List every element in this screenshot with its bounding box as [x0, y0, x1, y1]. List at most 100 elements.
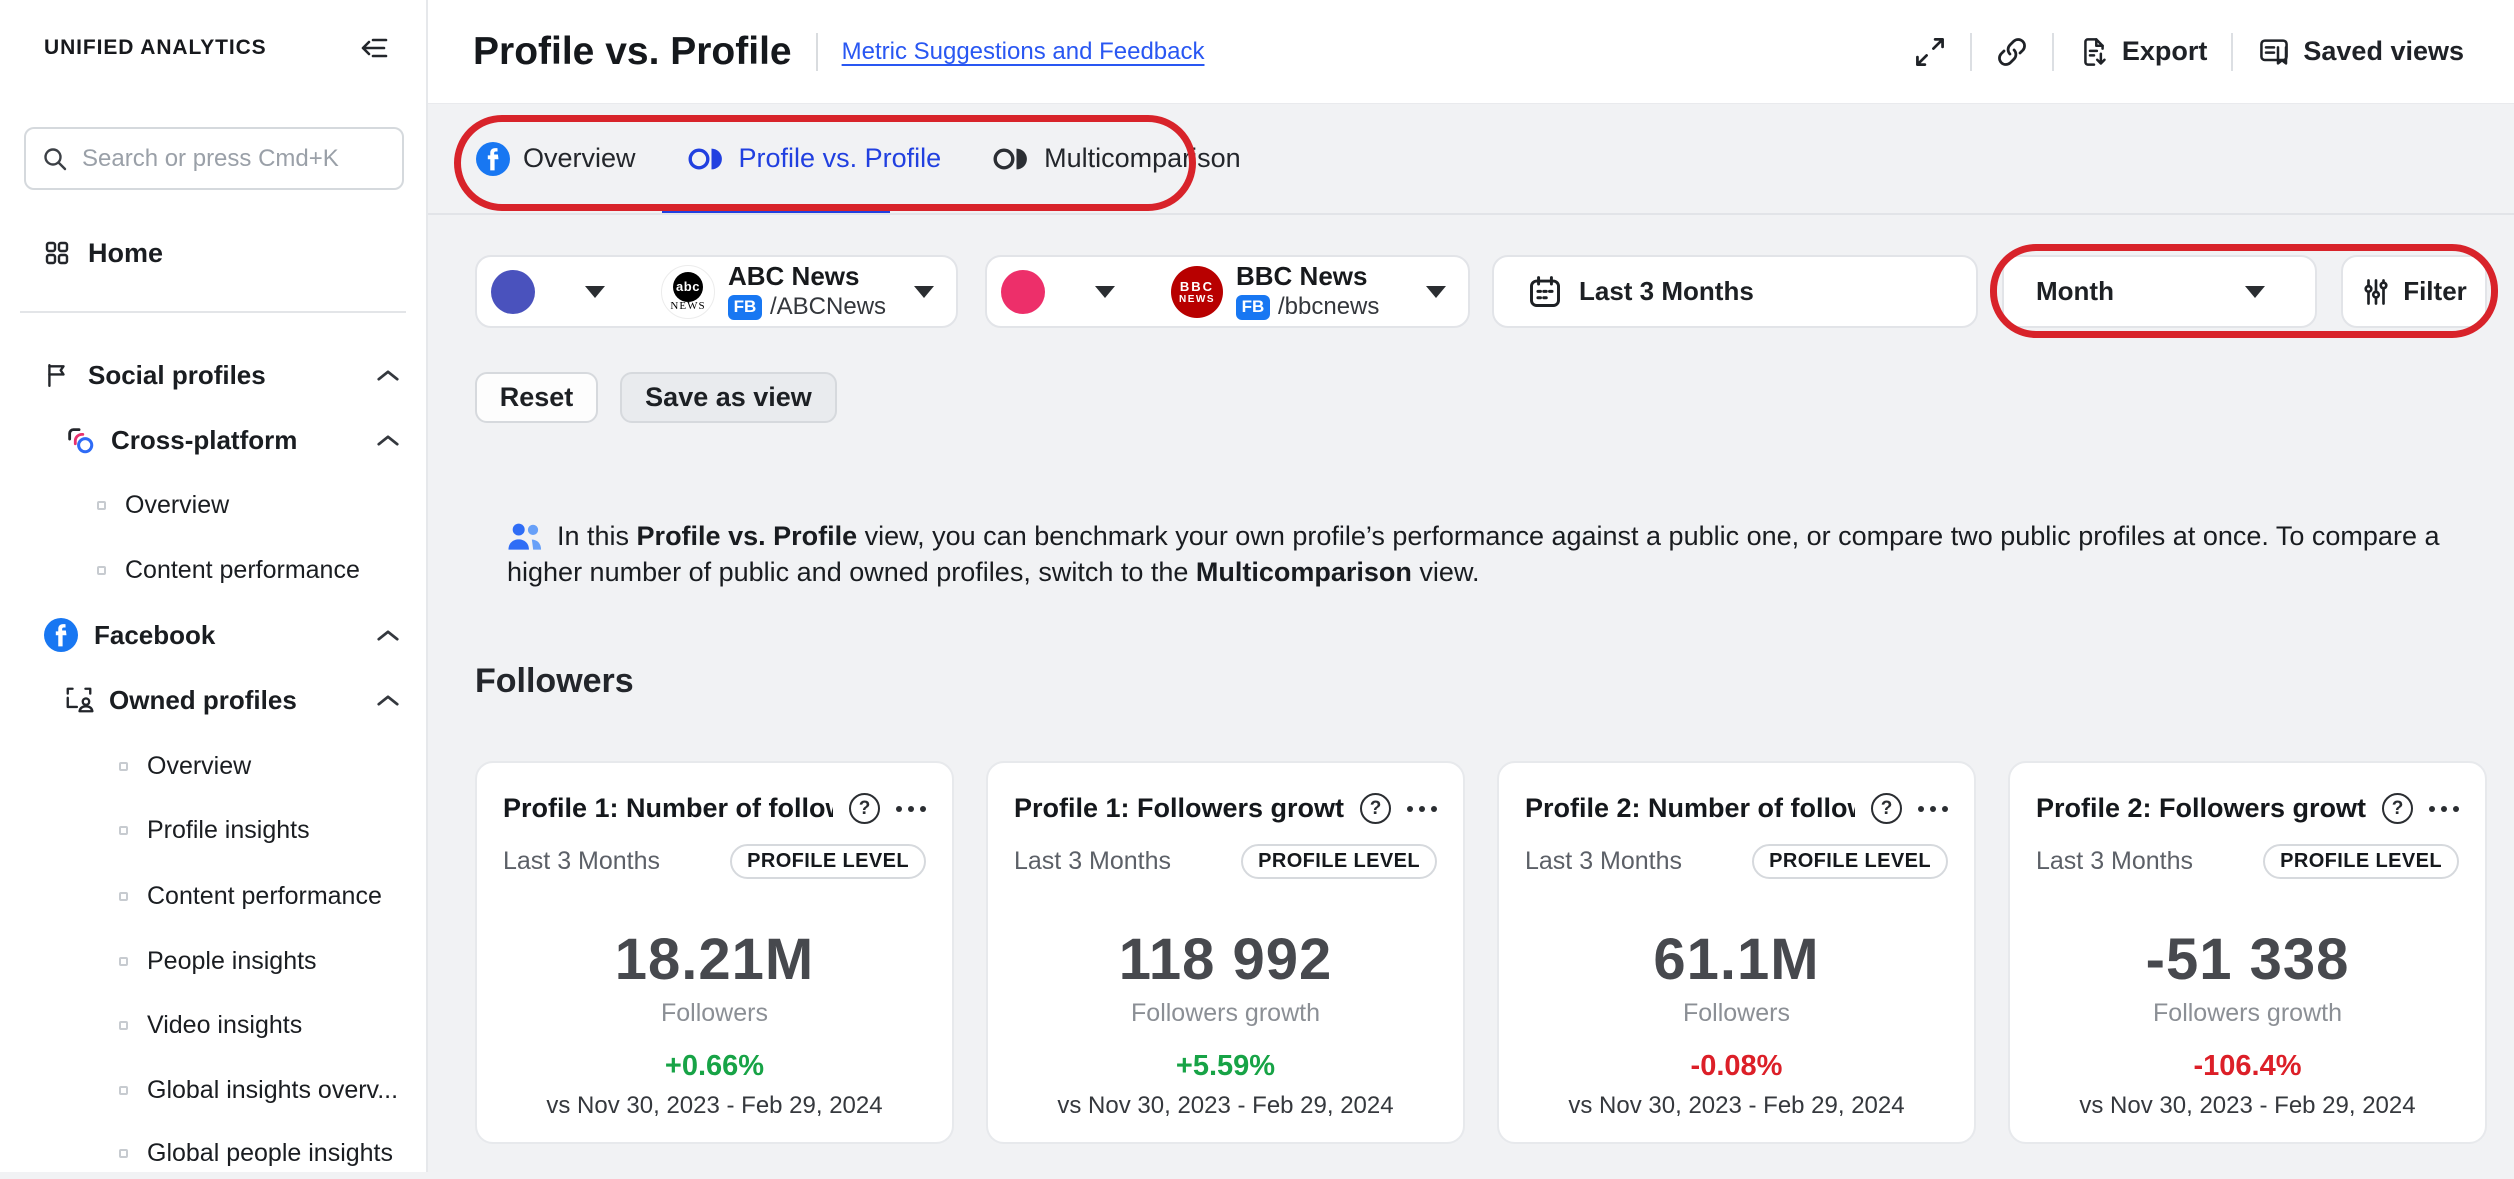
help-icon[interactable]: ? — [2382, 793, 2413, 824]
month-filter-group: Month Filter — [1990, 244, 2498, 338]
card-change: -0.08% — [1690, 1050, 1783, 1082]
sidebar-item-cross-platform-overview[interactable]: Overview — [0, 479, 426, 531]
profile1-selector[interactable]: abc NEWS ABC News FB /ABCNews — [475, 255, 958, 328]
facebook-icon — [44, 618, 78, 652]
sidebar-divider — [20, 311, 406, 313]
abc-news-logo: abc NEWS — [661, 264, 715, 319]
sidebar-item-facebook[interactable]: Facebook — [0, 609, 426, 661]
search-icon — [42, 146, 68, 172]
sidebar-item-social-profiles[interactable]: Social profiles — [0, 349, 426, 401]
sidebar-item-content-performance[interactable]: Content performance — [0, 870, 426, 922]
filter-label: Filter — [2403, 276, 2467, 306]
toolbar-divider — [2231, 32, 2234, 71]
sidebar-item-owned-profiles[interactable]: Owned profiles — [0, 674, 426, 726]
caret-down-icon[interactable] — [1095, 285, 1115, 298]
card-comparison-period: vs Nov 30, 2023 - Feb 29, 2024 — [546, 1092, 883, 1119]
saved-views-button[interactable]: Saved views — [2257, 36, 2464, 68]
sidebar-item-label: Video insights — [147, 1010, 303, 1039]
tabs-bar: Overview Profile vs. Profile Multicompar… — [428, 104, 2514, 215]
caret-down-icon[interactable] — [1426, 285, 1446, 298]
bullet-icon — [119, 1020, 128, 1030]
actions-row: Reset Save as view — [475, 372, 2487, 423]
logo-text: NEWS — [1179, 293, 1215, 305]
granularity-label: Month — [2036, 276, 2114, 306]
chevron-up-icon[interactable] — [376, 369, 400, 382]
sidebar-item-people-insights[interactable]: People insights — [0, 935, 426, 987]
metric-suggestions-link[interactable]: Metric Suggestions and Feedback — [841, 37, 1205, 65]
profile1-color-swatch[interactable] — [491, 269, 535, 314]
chevron-up-icon[interactable] — [376, 694, 400, 707]
search-box[interactable] — [24, 127, 404, 190]
chevron-up-icon[interactable] — [376, 629, 400, 642]
bullet-icon — [119, 1148, 128, 1158]
filter-button[interactable]: Filter — [2341, 255, 2487, 328]
caret-down-icon[interactable] — [585, 285, 605, 298]
help-icon[interactable]: ? — [1360, 793, 1391, 824]
multicomparison-icon — [993, 145, 1031, 173]
sidebar-item-label: Cross-platform — [111, 424, 298, 455]
profile2-color-swatch[interactable] — [1001, 269, 1045, 314]
more-options-icon[interactable] — [2429, 800, 2459, 818]
sidebar: UNIFIED ANALYTICS Home Social profiles C… — [0, 0, 428, 1172]
sidebar-item-home[interactable]: Home — [0, 227, 426, 279]
more-options-icon[interactable] — [896, 800, 926, 818]
sidebar-item-owned-overview[interactable]: Overview — [0, 740, 426, 792]
tab-multicomparison[interactable]: Multicomparison — [993, 143, 1241, 174]
date-range-selector[interactable]: Last 3 Months — [1492, 255, 1978, 328]
tab-overview[interactable]: Overview — [476, 141, 636, 176]
expand-icon[interactable] — [1914, 36, 1946, 68]
tab-profile-vs-profile[interactable]: Profile vs. Profile — [688, 143, 942, 174]
more-options-icon[interactable] — [1918, 800, 1948, 818]
tab-label: Profile vs. Profile — [738, 143, 942, 173]
bullet-icon — [119, 1085, 128, 1095]
sidebar-item-video-insights[interactable]: Video insights — [0, 999, 426, 1051]
sidebar-item-cross-platform-content-performance[interactable]: Content performance — [0, 544, 426, 596]
filter-row: abc NEWS ABC News FB /ABCNews BBC NE — [475, 244, 2498, 338]
help-icon[interactable]: ? — [1871, 793, 1902, 824]
section-title-followers: Followers — [475, 662, 634, 700]
bullet-icon — [119, 891, 128, 901]
copy-link-icon[interactable] — [1996, 36, 2028, 68]
sidebar-item-global-insights-overview[interactable]: Global insights overv... — [0, 1064, 426, 1116]
caret-down-icon[interactable] — [914, 285, 934, 298]
facebook-badge: FB — [728, 294, 762, 320]
sidebar-item-label: Home — [88, 237, 164, 268]
sidebar-item-cross-platform[interactable]: Cross-platform — [0, 414, 426, 466]
chevron-up-icon[interactable] — [376, 434, 400, 447]
save-as-view-button[interactable]: Save as view — [620, 372, 837, 423]
sidebar-item-profile-insights[interactable]: Profile insights — [0, 804, 426, 856]
export-button[interactable]: Export — [2078, 36, 2207, 68]
search-input[interactable] — [80, 143, 386, 174]
date-range-label: Last 3 Months — [1579, 276, 1754, 306]
profile2-selector[interactable]: BBC NEWS BBC News FB /bbcnews — [985, 255, 1470, 328]
kpi-card: Profile 2: Followers growth ? Last 3 Mon… — [2008, 761, 2487, 1144]
card-change: -106.4% — [2193, 1050, 2302, 1082]
help-icon[interactable]: ? — [849, 793, 880, 824]
tab-label: Multicomparison — [1044, 143, 1241, 173]
saved-views-label: Saved views — [2303, 36, 2464, 66]
sidebar-item-global-people-insights[interactable]: Global people insights — [0, 1127, 426, 1179]
granularity-selector[interactable]: Month — [2002, 255, 2317, 328]
reset-button[interactable]: Reset — [475, 372, 598, 423]
card-metric-label: Followers growth — [2153, 999, 2342, 1027]
note-bold: Multicomparison — [1195, 557, 1412, 587]
caret-down-icon[interactable] — [2245, 285, 2265, 298]
toolbar-divider — [2051, 32, 2054, 71]
note-text: view, you can benchmark your own profile… — [507, 521, 2440, 587]
profile-level-badge: PROFILE LEVEL — [2263, 844, 2459, 879]
sidebar-item-label: Facebook — [94, 619, 216, 650]
sidebar-item-label: Overview — [125, 490, 230, 519]
more-options-icon[interactable] — [1407, 800, 1437, 818]
card-metric-label: Followers growth — [1131, 999, 1320, 1027]
facebook-icon — [476, 141, 510, 176]
sidebar-item-label: Global people insights — [147, 1138, 393, 1167]
collapse-sidebar-icon[interactable] — [358, 34, 390, 62]
profile-level-badge: PROFILE LEVEL — [1752, 844, 1948, 879]
card-comparison-period: vs Nov 30, 2023 - Feb 29, 2024 — [2079, 1092, 2416, 1119]
sliders-icon — [2361, 277, 2391, 307]
bullet-icon — [119, 956, 128, 966]
kpi-card: Profile 2: Number of follow... ? Last 3 … — [1497, 761, 1976, 1144]
sidebar-item-label: Owned profiles — [109, 684, 297, 715]
logo-text: abc — [673, 271, 703, 302]
logo-text: BBC — [1179, 278, 1215, 294]
